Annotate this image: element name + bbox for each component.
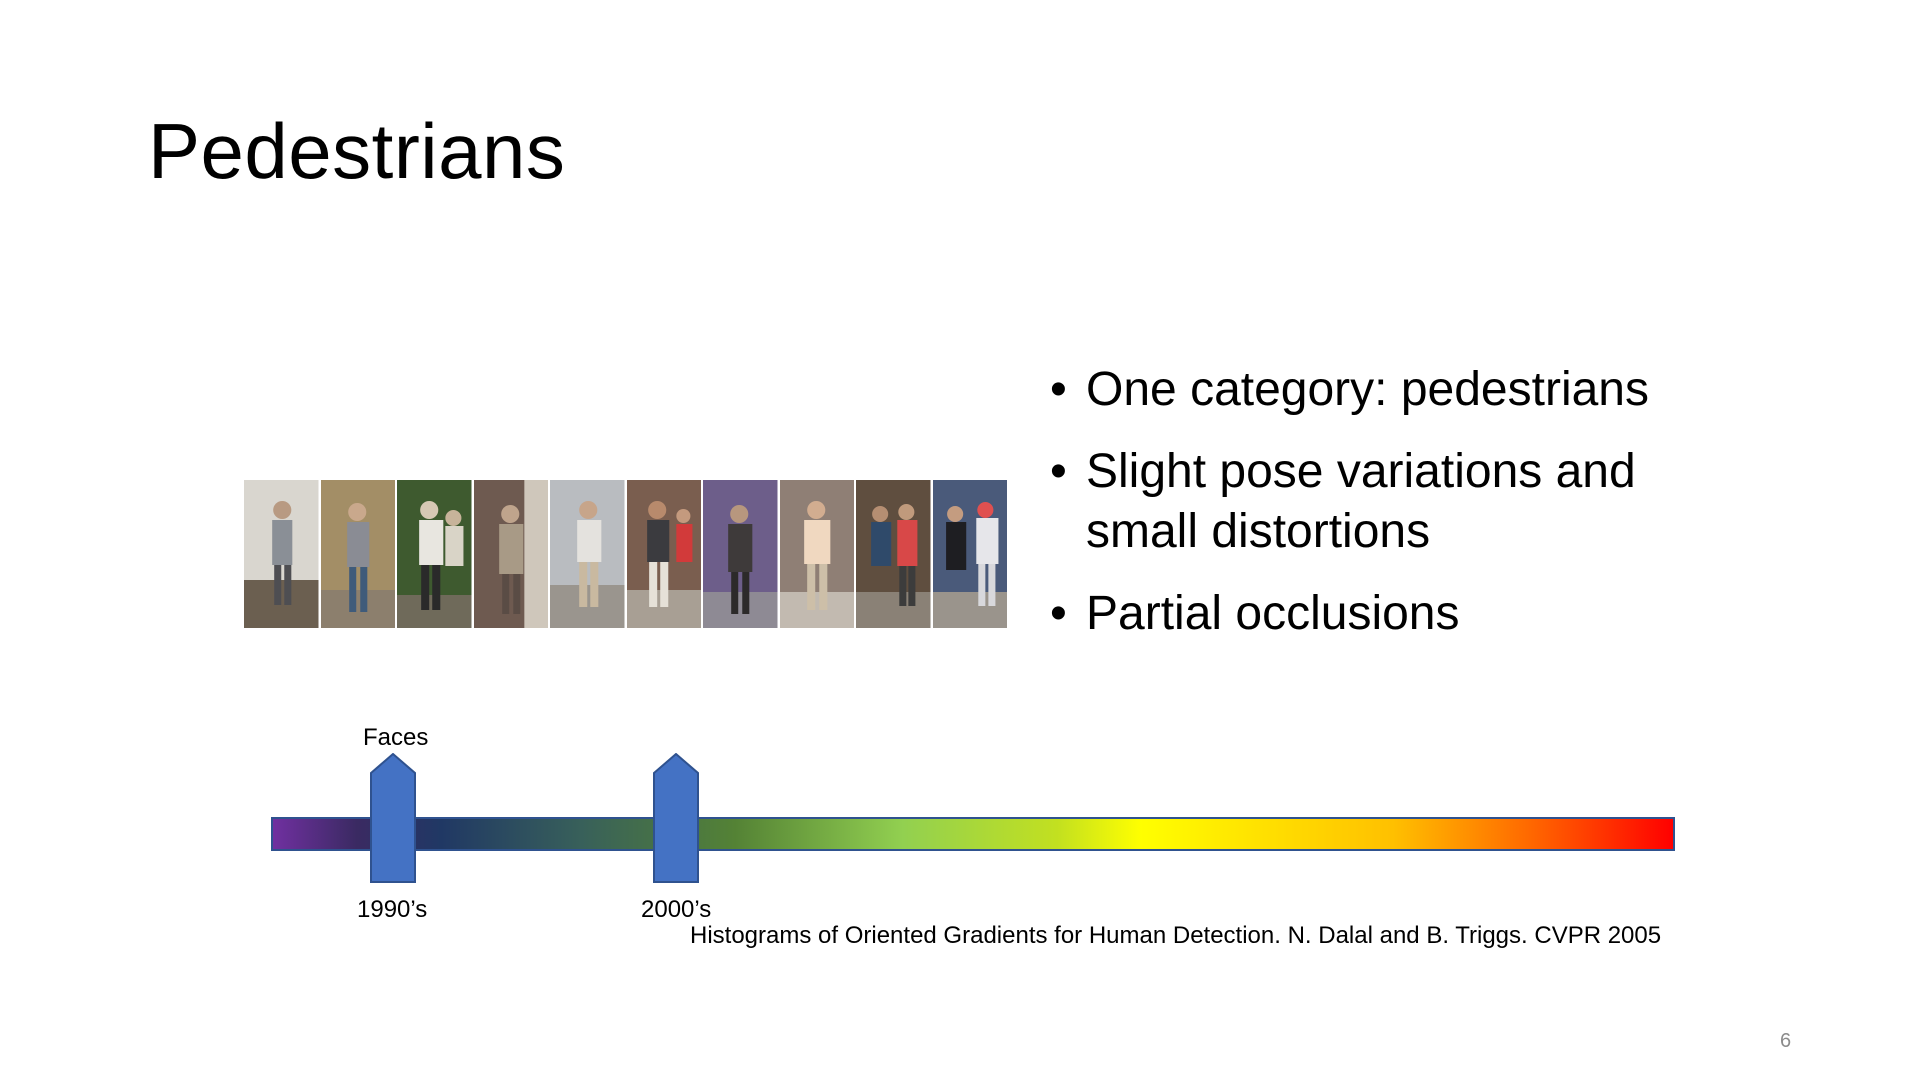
- bullet-item: Partial occlusions: [1050, 584, 1670, 644]
- pedestrian-photo: [397, 480, 472, 628]
- bullet-item: Slight pose variations and small distort…: [1050, 442, 1670, 562]
- pedestrian-photo: [703, 480, 778, 628]
- pedestrian-photo: [779, 480, 854, 628]
- pedestrian-photo: [320, 480, 395, 628]
- pedestrian-photo-strip: [244, 480, 1007, 628]
- citation: Histograms of Oriented Gradients for Hum…: [690, 922, 1662, 949]
- timeline-label-2000s: 2000’s: [641, 896, 712, 923]
- timeline-label-1990s: 1990’s: [357, 896, 428, 923]
- slide-title: Pedestrians: [148, 107, 566, 195]
- pedestrian-photo: [550, 480, 625, 628]
- bullet-list: One category: pedestrians Slight pose va…: [1050, 360, 1670, 666]
- timeline-marker-2000s: [653, 753, 699, 883]
- pedestrian-photo: [473, 480, 548, 628]
- pedestrian-photo: [856, 480, 931, 628]
- timeline-gradient-bar: [271, 817, 1675, 851]
- bullet-item: One category: pedestrians: [1050, 360, 1670, 420]
- pedestrian-photo: [626, 480, 701, 628]
- timeline-marker-1990s: [370, 753, 416, 883]
- page-number: 6: [1780, 1030, 1792, 1052]
- pedestrian-photo: [932, 480, 1007, 628]
- pedestrian-photo: [244, 480, 319, 628]
- faces-label: Faces: [363, 724, 429, 751]
